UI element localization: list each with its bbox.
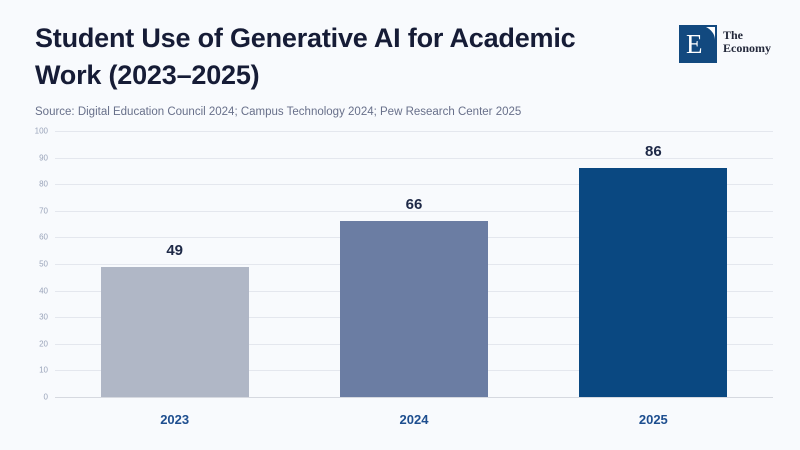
y-tick-label: 100: [34, 126, 48, 136]
x-axis-line: [55, 397, 773, 398]
bar-2023: [100, 266, 249, 397]
chart-title-line1: Student Use of Generative AI for Academi…: [35, 23, 576, 53]
source-note: Source: Digital Education Council 2024; …: [35, 106, 522, 118]
y-tick-label: 90: [39, 153, 48, 163]
gridline: [55, 184, 773, 186]
chart-title: Student Use of Generative AI for Academi…: [35, 20, 576, 94]
y-tick-label: 70: [39, 206, 48, 216]
chart-title-line2: Work (2023–2025): [35, 60, 260, 90]
bar-value-label: 66: [405, 196, 423, 214]
gridline: [55, 131, 773, 132]
gridline: [55, 157, 773, 159]
logo-letter: E: [686, 29, 703, 59]
y-tick-label: 10: [39, 365, 48, 375]
bar-value-label: 49: [166, 241, 183, 259]
y-tick-label: 80: [39, 179, 48, 189]
logo-text: The Economy: [723, 29, 771, 55]
the-economy-logo: E The Economy: [679, 25, 771, 63]
y-tick-label: 40: [39, 286, 48, 296]
y-tick-label: 20: [39, 339, 48, 349]
bar-2025: [579, 168, 728, 397]
gridline: [55, 210, 773, 212]
y-tick-label: 60: [39, 232, 48, 242]
y-tick-label: 50: [39, 259, 48, 269]
bar-value-label: 86: [644, 143, 662, 161]
y-tick-label: 0: [43, 392, 48, 402]
y-tick-label: 30: [39, 312, 48, 322]
x-tick-label: 2024: [399, 412, 429, 427]
x-tick-label: 2023: [160, 412, 190, 427]
x-tick-label: 2025: [638, 412, 668, 427]
logo-mark: E: [679, 25, 717, 63]
plot-area: 0 10 20 30 40 50 60 70 80 90 100 49 2023 66 2024 86 2025: [35, 127, 773, 427]
logo-quote-icon: [706, 27, 715, 40]
bar-2024: [340, 221, 488, 397]
logo-text-line1: The: [723, 28, 744, 42]
logo-text-line2: Economy: [723, 41, 771, 55]
